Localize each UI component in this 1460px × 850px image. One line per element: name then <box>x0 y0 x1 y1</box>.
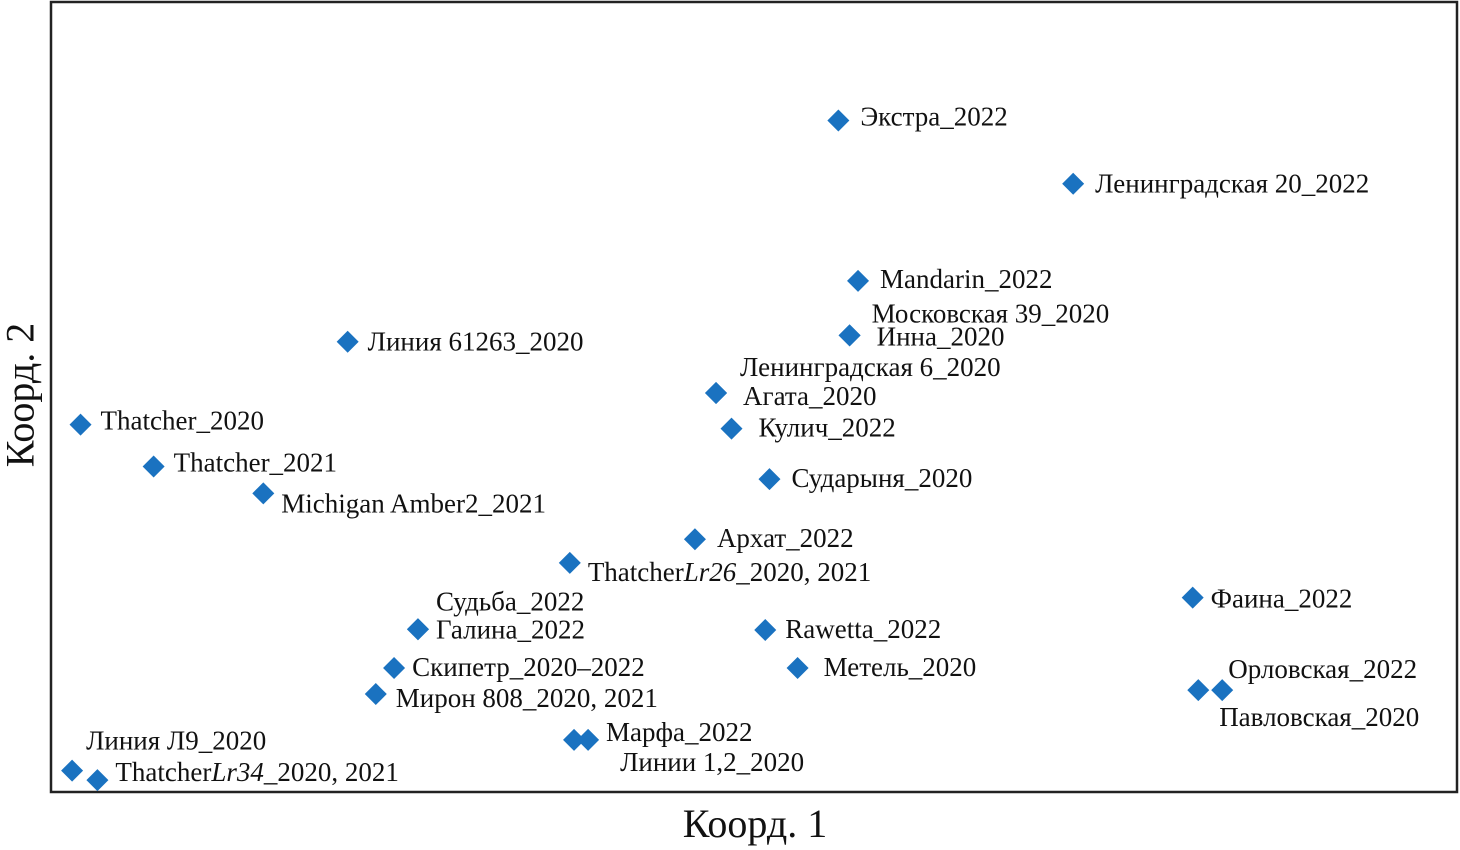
point-label: Инна_2020 <box>877 321 1005 351</box>
point-label: Линия 61263_2020 <box>368 327 584 357</box>
scatter-point <box>364 683 387 706</box>
scatter-point <box>1187 679 1210 702</box>
point-labels: Экстра_2022 Ленинградская 20_2022 Mandarin… <box>86 102 1419 788</box>
scatter-point <box>563 728 586 751</box>
scatter-point <box>827 109 850 132</box>
point-label: Фаина_2022 <box>1211 584 1353 614</box>
point-label: Сударыня_2020 <box>791 463 972 493</box>
point-label: Thatcher_2021 <box>174 448 337 478</box>
point-label: Rawetta_2022 <box>785 614 941 644</box>
scatter-point <box>406 618 429 641</box>
scatter-point <box>142 455 165 478</box>
point-label: ThatcherLr26_2020, 2021 <box>588 557 871 587</box>
scatter-point <box>754 619 777 642</box>
scatter-point <box>838 324 861 347</box>
point-label: Экстра_2022 <box>860 102 1007 132</box>
scatter-point <box>683 528 706 551</box>
scatter-point <box>252 482 275 505</box>
point-label: Скипетр_2020–2022 <box>412 652 645 682</box>
scatter-point <box>383 656 406 679</box>
point-label: Ленинградская 20_2022 <box>1095 169 1369 199</box>
point-label: Мирон 808_2020, 2021 <box>396 683 658 713</box>
point-label: Галина_2022 <box>436 614 585 644</box>
scatter-point <box>1181 586 1204 609</box>
y-axis-title: Коорд. 2 <box>0 322 43 468</box>
point-label: Московская 39_2020 <box>872 298 1110 328</box>
point-label: Michigan Amber2_2021 <box>281 488 546 518</box>
point-label: ThatcherLr34_2020, 2021 <box>115 757 398 787</box>
scatter-point <box>847 269 870 292</box>
plot-frame <box>49 0 1459 794</box>
scatter-point <box>86 769 109 792</box>
scatter-point <box>61 759 84 782</box>
scatter-point <box>786 656 809 679</box>
scatter-point <box>1062 172 1085 195</box>
scatter-point <box>577 728 600 751</box>
point-label: Mandarin_2022 <box>880 264 1052 294</box>
scatter-point <box>758 468 781 491</box>
point-label: Метель_2020 <box>824 652 977 682</box>
scatter-point <box>69 413 92 436</box>
scatter-point <box>1211 679 1234 702</box>
point-label: Орловская_2022 <box>1228 654 1417 684</box>
point-label: Thatcher_2020 <box>101 406 264 436</box>
point-label: Марфа_2022 <box>606 717 752 747</box>
point-label: Ленинградская 6_2020 <box>740 352 1001 382</box>
scatter-point <box>558 551 581 574</box>
point-label: Павловская_2020 <box>1219 702 1419 732</box>
scatter-point <box>336 330 359 353</box>
scatter-point <box>705 382 728 405</box>
point-label: Линия Л9_2020 <box>86 726 266 756</box>
scatter-point <box>720 417 743 440</box>
point-label: Кулич_2022 <box>759 413 896 443</box>
x-axis-title: Коорд. 1 <box>682 801 828 846</box>
point-label: Судьба_2022 <box>436 586 584 616</box>
point-label: Агата_2020 <box>743 381 876 411</box>
point-label: Архат_2022 <box>717 523 854 553</box>
data-markers <box>61 109 1234 792</box>
point-label: Линии 1,2_2020 <box>620 747 804 777</box>
